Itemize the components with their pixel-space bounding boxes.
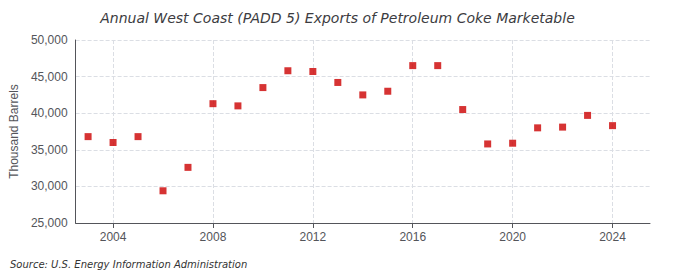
svg-text:2016: 2016 bbox=[399, 230, 426, 244]
svg-text:50,000: 50,000 bbox=[31, 33, 68, 47]
svg-text:35,000: 35,000 bbox=[31, 143, 68, 157]
svg-text:Thousand Barrels: Thousand Barrels bbox=[7, 84, 21, 179]
svg-text:30,000: 30,000 bbox=[31, 179, 68, 193]
svg-text:2020: 2020 bbox=[499, 230, 526, 244]
svg-text:40,000: 40,000 bbox=[31, 106, 68, 120]
svg-text:2024: 2024 bbox=[599, 230, 626, 244]
svg-text:2004: 2004 bbox=[100, 230, 127, 244]
svg-text:45,000: 45,000 bbox=[31, 70, 68, 84]
svg-text:2008: 2008 bbox=[200, 230, 227, 244]
svg-text:25,000: 25,000 bbox=[31, 216, 68, 230]
svg-text:Source: U.S. Energy Informatio: Source: U.S. Energy Information Administ… bbox=[10, 259, 247, 270]
svg-text:2012: 2012 bbox=[300, 230, 327, 244]
svg-text:Annual West Coast (PADD 5) Exp: Annual West Coast (PADD 5) Exports of Pe… bbox=[99, 10, 575, 26]
